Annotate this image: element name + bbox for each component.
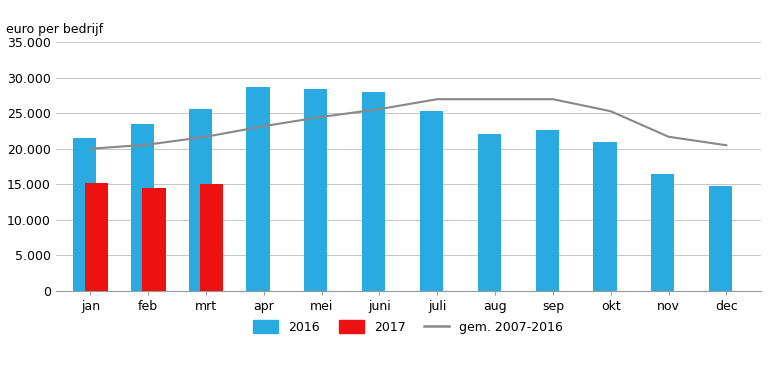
gem. 2007-2016 (317, 114, 326, 119)
Bar (73, 138, 96, 291)
Bar (478, 134, 501, 291)
gem. 2007-2016 (548, 97, 558, 102)
gem. 2007-2016 (432, 97, 442, 102)
Line: gem. 2007-2016: gem. 2007-2016 (91, 99, 727, 149)
gem. 2007-2016 (201, 134, 210, 139)
Bar (709, 185, 732, 291)
Bar (142, 189, 166, 291)
Bar (200, 184, 223, 291)
gem. 2007-2016 (144, 142, 153, 147)
Bar (594, 142, 617, 291)
gem. 2007-2016 (260, 124, 269, 128)
Bar (651, 174, 674, 291)
Bar (304, 89, 327, 291)
Bar (189, 109, 212, 291)
gem. 2007-2016 (491, 97, 500, 102)
Legend: 2016, 2017, gem. 2007-2016: 2016, 2017, gem. 2007-2016 (249, 315, 568, 339)
Bar (420, 111, 443, 291)
Bar (535, 130, 558, 291)
Bar (84, 183, 108, 291)
Bar (362, 92, 386, 291)
Bar (131, 124, 154, 291)
gem. 2007-2016 (375, 107, 384, 111)
gem. 2007-2016 (722, 143, 731, 147)
gem. 2007-2016 (606, 109, 615, 114)
Bar (247, 87, 270, 291)
Text: euro per bedrijf: euro per bedrijf (6, 23, 104, 36)
gem. 2007-2016 (86, 146, 95, 151)
gem. 2007-2016 (664, 134, 674, 139)
